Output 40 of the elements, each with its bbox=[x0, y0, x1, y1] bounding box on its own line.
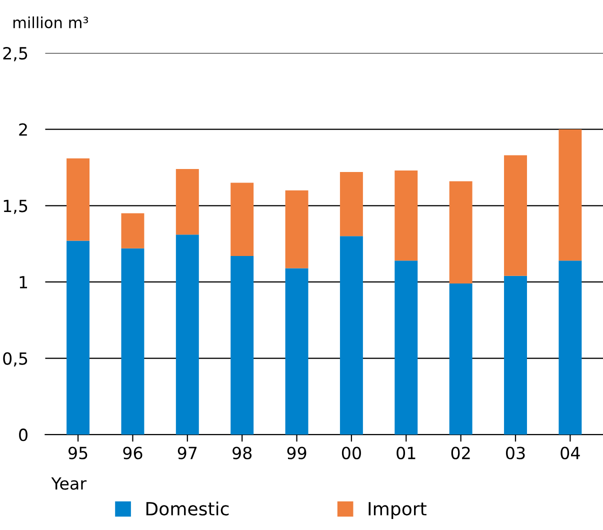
x-tick-label: 01 bbox=[396, 446, 416, 460]
bar bbox=[394, 170, 418, 261]
bar bbox=[504, 155, 527, 276]
bar bbox=[121, 213, 144, 248]
bar bbox=[449, 181, 472, 284]
x-tick-label: 00 bbox=[342, 446, 361, 460]
bar bbox=[394, 260, 418, 435]
y-tick-label: 1,5 bbox=[4, 200, 28, 214]
bar bbox=[66, 158, 90, 241]
legend-label: Domestic bbox=[146, 502, 229, 516]
y-tick-label: 2 bbox=[19, 123, 27, 136]
bar bbox=[285, 268, 308, 435]
legend-label: Import bbox=[368, 502, 426, 520]
bar bbox=[285, 190, 308, 268]
bar bbox=[66, 240, 90, 435]
x-tick-label: 04 bbox=[560, 446, 580, 460]
bar bbox=[121, 248, 144, 435]
x-tick-label: 95 bbox=[68, 446, 88, 460]
x-tick-label: 97 bbox=[178, 446, 197, 460]
bar bbox=[230, 182, 254, 256]
bar bbox=[340, 236, 363, 435]
x-tick-label: 02 bbox=[451, 446, 470, 460]
bar bbox=[176, 169, 199, 235]
bar bbox=[558, 129, 582, 261]
y-tick-label: 0,5 bbox=[3, 352, 28, 367]
bar bbox=[504, 276, 527, 435]
bar bbox=[340, 172, 363, 236]
x-tick-label: 03 bbox=[506, 446, 525, 460]
bar bbox=[176, 234, 199, 435]
y-tick-label: 1 bbox=[20, 276, 28, 288]
x-tick-label: 98 bbox=[232, 446, 252, 460]
x-tick-label: 99 bbox=[287, 446, 306, 460]
y-tick-label: 2,5 bbox=[3, 46, 28, 62]
y-axis-title: million m³ bbox=[13, 16, 88, 28]
y-tick-label: 0 bbox=[19, 428, 28, 442]
bar bbox=[449, 283, 472, 435]
bar bbox=[230, 256, 254, 435]
bar bbox=[558, 260, 582, 435]
x-tick-label: 96 bbox=[123, 446, 142, 460]
x-axis-title: Year bbox=[51, 477, 87, 490]
